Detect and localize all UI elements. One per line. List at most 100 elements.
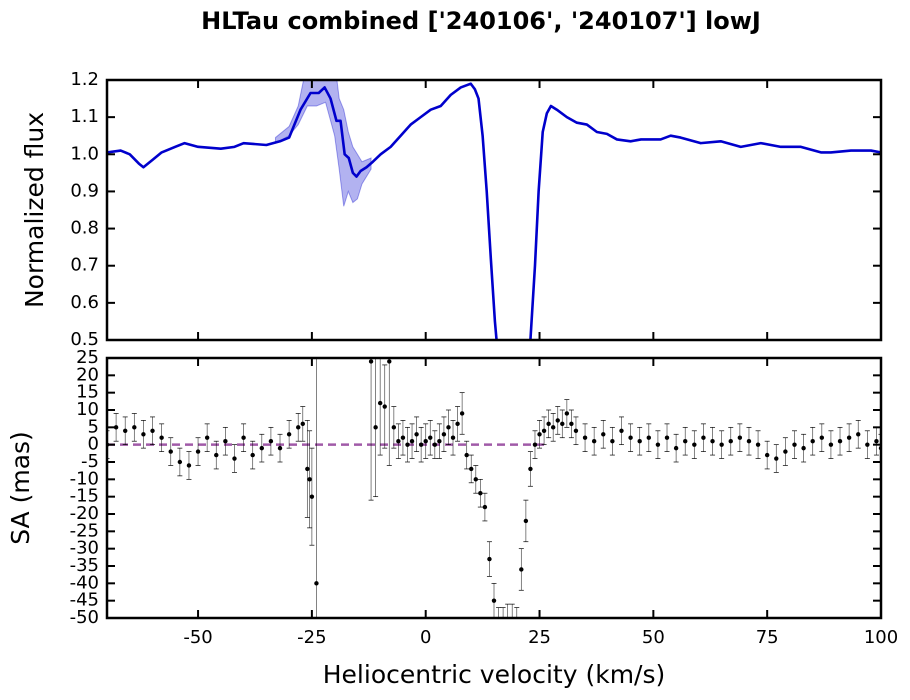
data-point (113, 425, 119, 430)
data-point (692, 442, 697, 447)
data-point (719, 442, 724, 447)
data-point (195, 449, 201, 454)
data-point (619, 428, 624, 433)
y-tick-label: 15 (76, 382, 99, 403)
data-point (441, 432, 447, 437)
data-point (774, 456, 779, 461)
data-point (232, 456, 237, 461)
data-point (186, 463, 192, 468)
data-point (459, 411, 465, 416)
data-point (673, 445, 679, 451)
data-point (268, 439, 274, 444)
data-point (487, 556, 492, 562)
data-point (610, 439, 615, 444)
data-point (478, 491, 483, 496)
y-axis-label: SA (mas) (6, 431, 35, 545)
data-point (550, 425, 556, 430)
data-point (628, 435, 633, 440)
data-point (792, 442, 797, 447)
data-point (368, 359, 374, 364)
data-point (646, 435, 651, 440)
y-tick-label: 25 (76, 347, 99, 368)
y-tick-label: -40 (70, 572, 99, 593)
data-point (582, 435, 588, 440)
data-point (391, 425, 397, 430)
data-point (496, 623, 500, 627)
data-point (874, 439, 879, 444)
y-tick-label: 20 (76, 364, 99, 385)
data-point (764, 452, 770, 458)
y-tick-label: -20 (70, 503, 99, 524)
data-point (387, 359, 392, 364)
data-point (241, 435, 246, 440)
data-point (437, 439, 442, 444)
data-point (455, 421, 460, 427)
data-point (546, 421, 551, 427)
data-point (601, 432, 606, 437)
y-axis-label: Normalized flux (20, 112, 49, 308)
data-point (515, 623, 519, 627)
data-point (141, 432, 146, 437)
data-point (277, 445, 283, 451)
data-point (396, 439, 401, 444)
data-point (428, 435, 433, 440)
data-point (177, 459, 183, 465)
x-tick-label: 25 (528, 627, 551, 648)
data-point (828, 442, 834, 447)
y-tick-label: 5 (88, 416, 99, 437)
data-point (259, 445, 264, 451)
data-point (523, 518, 529, 524)
x-tick-label: -50 (183, 627, 212, 648)
data-point (123, 428, 128, 433)
data-point (701, 435, 706, 440)
data-point (250, 452, 255, 458)
y-tick-label: -50 (70, 607, 99, 628)
data-point (305, 466, 310, 472)
flux-line (107, 82, 881, 340)
x-tick-label: 50 (642, 627, 665, 648)
data-point (664, 435, 670, 440)
y-tick-label: 0.7 (70, 255, 99, 276)
data-point (569, 421, 574, 427)
data-point (432, 442, 438, 447)
data-point (519, 567, 524, 572)
data-point (591, 439, 597, 444)
axes-frame (105, 78, 883, 342)
data-point (810, 439, 815, 444)
data-point (564, 411, 570, 416)
data-point (819, 435, 825, 440)
data-point (856, 432, 861, 437)
data-point (846, 435, 852, 440)
data-point (482, 504, 488, 510)
data-point (450, 435, 456, 440)
data-point (655, 442, 661, 447)
data-point (537, 432, 542, 437)
data-point (737, 435, 743, 440)
data-point (555, 418, 560, 423)
data-point (296, 425, 301, 430)
data-point (501, 626, 505, 630)
data-point (168, 449, 173, 454)
plot-area (107, 80, 881, 340)
data-point (377, 400, 383, 406)
y-tick-label: 1.1 (70, 106, 99, 127)
data-point (837, 439, 843, 444)
data-point (132, 425, 137, 430)
data-point (414, 432, 419, 437)
y-tick-label: -30 (70, 538, 99, 559)
data-point (307, 477, 312, 482)
y-tick-label: -10 (70, 468, 99, 489)
plot-area (107, 358, 881, 630)
data-point (373, 425, 378, 430)
data-point (510, 623, 514, 627)
data-point (400, 435, 406, 440)
data-point (541, 428, 547, 433)
y-tick-label: 0.8 (70, 218, 99, 239)
data-point (286, 432, 292, 437)
data-point (560, 421, 565, 427)
y-tick-label: -35 (70, 555, 99, 576)
data-point (446, 425, 451, 430)
data-point (300, 421, 305, 427)
data-point (382, 404, 387, 409)
